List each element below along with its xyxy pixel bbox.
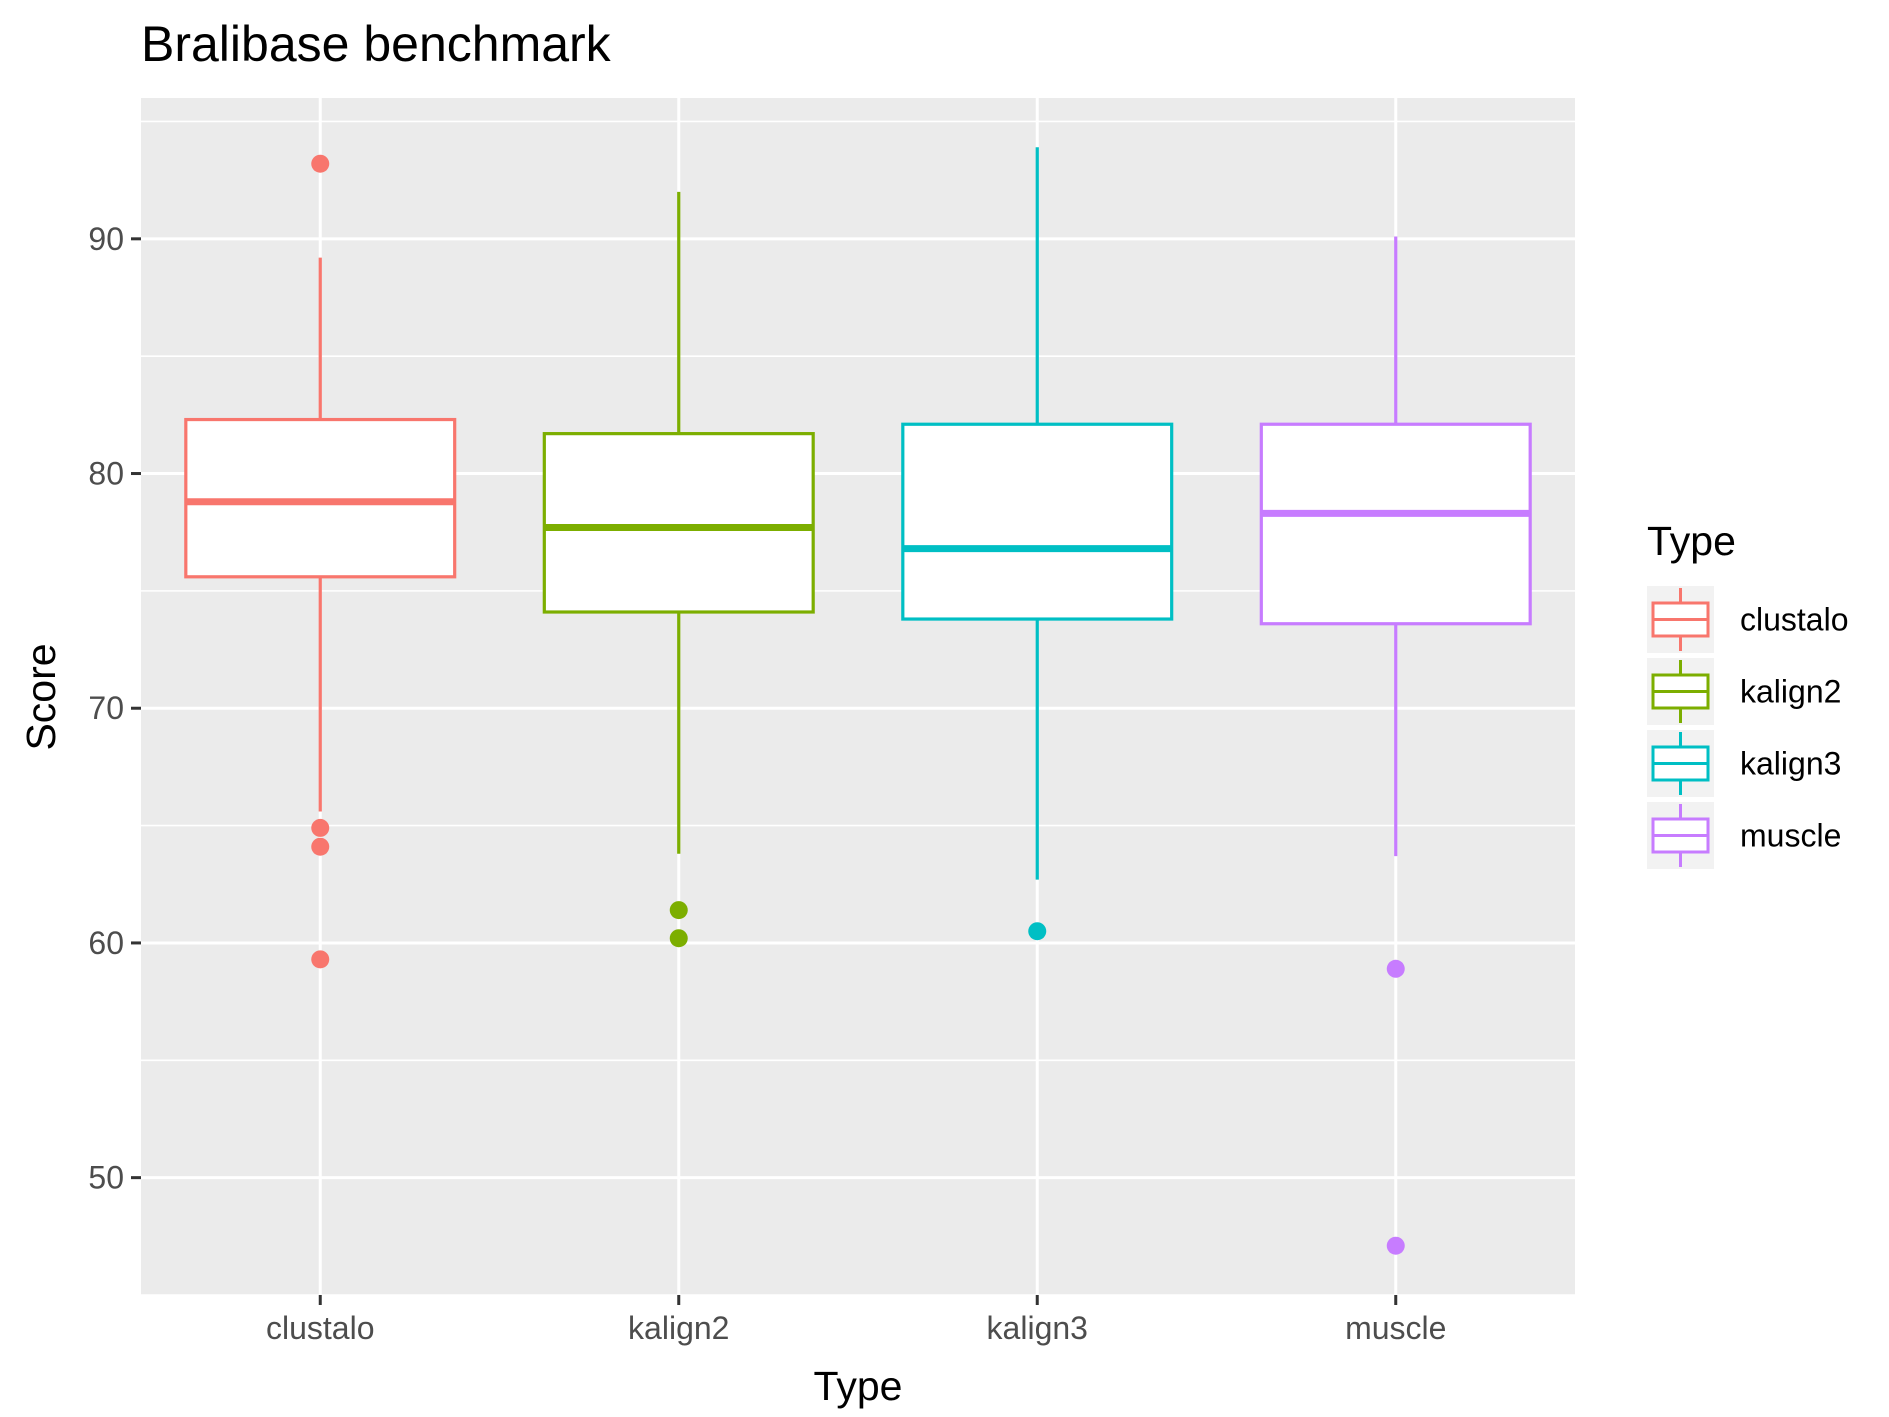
- x-tick-label: clustalo: [266, 1310, 375, 1346]
- grid-minor: [141, 120, 1575, 1296]
- legend-title: Type: [1647, 518, 1736, 564]
- legend-entry-muscle: muscle: [1647, 802, 1841, 869]
- outlier-point: [1028, 922, 1047, 941]
- legend-entry-clustalo: clustalo: [1647, 586, 1849, 653]
- box-iqr: [184, 417, 457, 579]
- outlier-point: [311, 818, 330, 837]
- box-iqr: [542, 432, 815, 614]
- x-axis-title: Type: [814, 1363, 903, 1409]
- outlier-point: [311, 837, 330, 856]
- y-tick-label: 70: [88, 690, 124, 726]
- outlier-point: [311, 154, 330, 173]
- legend-entry-kalign3: kalign3: [1647, 730, 1841, 797]
- box-muscle: [1259, 236, 1532, 1255]
- x-tick-label: kalign2: [628, 1310, 729, 1346]
- box-clustalo: [184, 154, 457, 969]
- legend-entry-kalign2: kalign2: [1647, 658, 1841, 725]
- legend-label: kalign3: [1740, 746, 1841, 782]
- box-iqr: [1259, 422, 1532, 626]
- y-tick-label: 50: [88, 1160, 124, 1196]
- legend-label: kalign2: [1740, 674, 1841, 710]
- outlier-point: [1386, 959, 1405, 978]
- outlier-point: [669, 929, 688, 948]
- x-tick-label: muscle: [1345, 1310, 1446, 1346]
- box-kalign2: [542, 191, 815, 948]
- y-tick-label: 90: [88, 221, 124, 257]
- x-axis: clustalo kalign2 kalign3 muscle: [266, 1295, 1446, 1346]
- y-tick-label: 60: [88, 925, 124, 961]
- legend-label: clustalo: [1740, 602, 1849, 638]
- y-axis-title: Score: [18, 643, 64, 750]
- y-tick-label: 80: [88, 456, 124, 492]
- plot-panel: [141, 98, 1575, 1295]
- outlier-point: [1386, 1236, 1405, 1255]
- x-tick-label: kalign3: [987, 1310, 1088, 1346]
- y-axis: 50 60 70 80 90: [88, 221, 141, 1196]
- legend-label: muscle: [1740, 818, 1841, 854]
- legend: Type clustalo kalign2 kalign3 muscle: [1647, 518, 1849, 869]
- boxes-layer: [184, 147, 1532, 1255]
- chart-title: Bralibase benchmark: [141, 16, 612, 72]
- legend-items: clustalo kalign2 kalign3 muscle: [1647, 586, 1849, 869]
- box-iqr: [901, 422, 1174, 621]
- box-kalign3: [901, 147, 1174, 941]
- outlier-point: [669, 901, 688, 920]
- outlier-point: [311, 950, 330, 969]
